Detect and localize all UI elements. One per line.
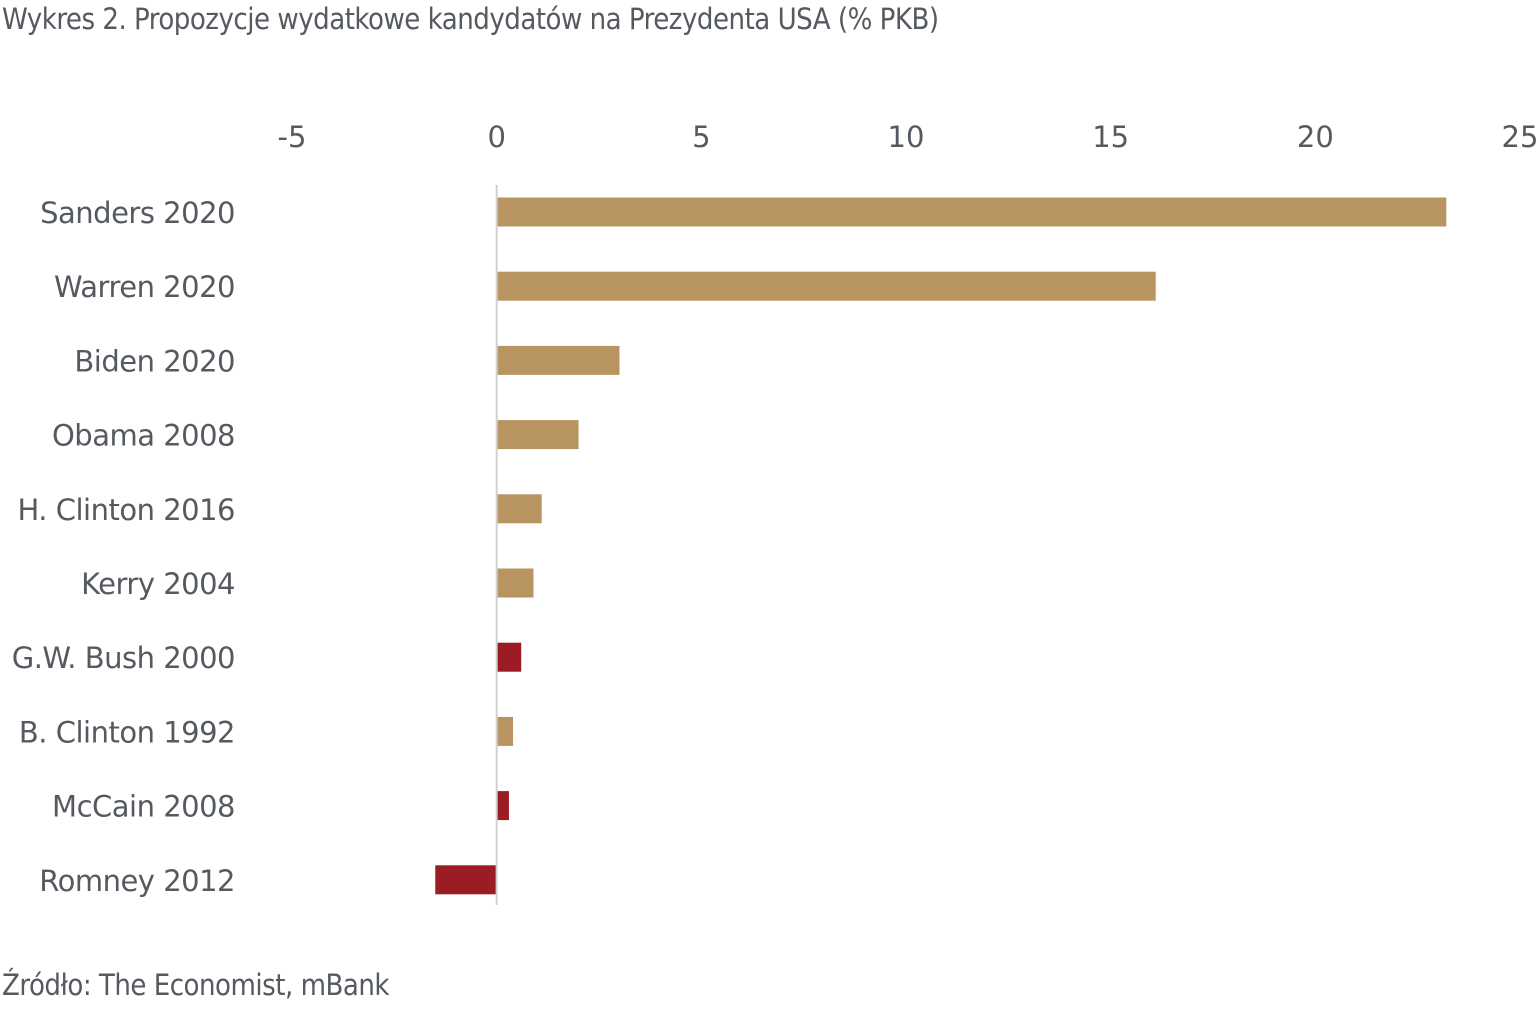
x-tick-label: 0	[487, 120, 505, 154]
category-label: Kerry 2004	[81, 567, 235, 601]
category-label: H. Clinton 2016	[18, 493, 236, 527]
x-tick-label: 25	[1502, 120, 1539, 154]
category-label: McCain 2008	[52, 790, 235, 824]
category-label: Obama 2008	[52, 419, 235, 453]
bar-kerry-2004	[497, 568, 534, 598]
x-tick-label: 20	[1297, 120, 1334, 154]
bar-biden-2020	[497, 345, 620, 375]
bar-mccain-2008	[497, 791, 509, 821]
bar-h-clinton-2016	[497, 494, 542, 524]
bar-g-w-bush-2000	[497, 642, 522, 672]
x-tick-label: 5	[692, 120, 710, 154]
category-label: B. Clinton 1992	[19, 715, 235, 749]
x-tick-label: 10	[888, 120, 925, 154]
bar-warren-2020	[497, 271, 1156, 301]
bar-b-clinton-1992	[497, 716, 514, 746]
bar-romney-2012	[435, 865, 496, 895]
x-tick-label: 15	[1092, 120, 1129, 154]
category-label: Warren 2020	[54, 270, 235, 304]
x-tick-label: -5	[278, 120, 307, 154]
bar-obama-2008	[497, 420, 579, 450]
source-note: Źródło: The Economist, mBank	[2, 968, 390, 1002]
category-label: Romney 2012	[39, 864, 235, 898]
category-label: G.W. Bush 2000	[12, 641, 235, 675]
chart-title: Wykres 2. Propozycje wydatkowe kandydató…	[2, 2, 939, 36]
bar-sanders-2020	[497, 197, 1447, 227]
category-label: Sanders 2020	[40, 196, 235, 230]
category-label: Biden 2020	[74, 344, 235, 378]
